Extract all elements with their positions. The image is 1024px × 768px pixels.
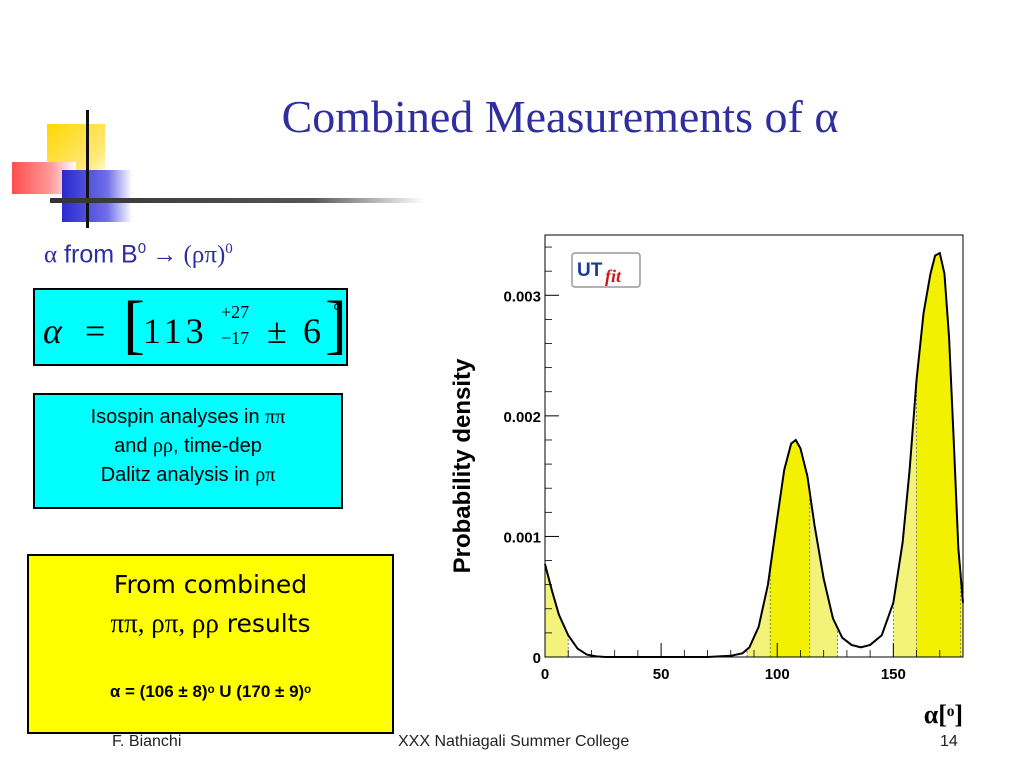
isospin-line-2: and ρρ, time-dep — [35, 432, 341, 461]
formula-alpha: α — [43, 311, 62, 351]
isospin-line-3: Dalitz analysis in ρπ — [35, 461, 341, 490]
y-tick-label-1: 0.001 — [503, 529, 541, 546]
isospin-line-1: Isospin analyses in ππ — [35, 403, 341, 432]
isospin-line3-text: Dalitz analysis in — [100, 464, 256, 486]
formula-systematic: 6 — [303, 311, 321, 351]
slide-title-text: Combined Measurements of — [281, 91, 815, 142]
subhead-close: ) — [216, 241, 226, 269]
combined-channels: ππ, ρπ, ρρ results — [29, 608, 392, 639]
isospin-line1-text: Isospin analyses in — [90, 406, 266, 428]
isospin-line2-symbol: ρρ — [153, 435, 173, 457]
formula-error-down: −17 — [221, 328, 250, 348]
subhead-sup: 0 — [137, 240, 147, 257]
formula-equals: = — [85, 311, 106, 351]
formula-degree: ° — [333, 298, 342, 323]
subheading: α from B0 → (ρπ)0 — [44, 240, 233, 269]
x-tick-label-0: 0 — [541, 666, 549, 683]
utfit-logo-fit: fit — [605, 266, 622, 286]
formula-box: α = [ 113 +27 −17 ± 6 ] ° — [33, 288, 348, 366]
footer-page-number: 14 — [940, 733, 958, 750]
x-axis-label: α[ᵒ] — [924, 700, 963, 729]
isospin-line3-symbol: ρπ — [255, 464, 276, 486]
subhead-sup2: 0 — [225, 241, 233, 257]
x-tick-label-3: 150 — [881, 666, 906, 683]
subhead-alpha: α — [44, 241, 58, 269]
formula-value: 113 — [143, 311, 208, 351]
subhead-rhopi: ρπ — [191, 241, 217, 269]
isospin-line1-symbol: ππ — [265, 406, 286, 428]
x-tick-label-2: 100 — [765, 666, 790, 683]
logo-vertical-line — [86, 110, 89, 228]
slide-title: Combined Measurements of α — [180, 90, 940, 143]
confidence-region-95-0 — [770, 439, 810, 657]
y-tick-label-2: 0.002 — [503, 409, 541, 426]
y-tick-label-0: 0 — [533, 650, 541, 667]
combined-result: α = (106 ± 8)ᵒ U (170 ± 9)ᵒ — [109, 682, 312, 701]
combined-channels-symbols: ππ, ρπ, ρρ — [110, 608, 219, 638]
x-tick-label-1: 50 — [653, 666, 670, 683]
formula-left-bracket: [ — [123, 288, 145, 361]
combined-channels-text: results — [218, 609, 311, 638]
formula-right-bracket: ] — [325, 288, 347, 361]
isospin-line2-pre: and — [114, 435, 154, 457]
isospin-box: Isospin analyses in ππ and ρρ, time-dep … — [33, 393, 343, 509]
formula-plus-minus: ± — [267, 311, 287, 351]
subhead-from: from B — [57, 240, 138, 269]
logo-blue-square — [62, 170, 132, 222]
formula-error-up: +27 — [221, 302, 250, 322]
utfit-logo-frame — [571, 252, 641, 288]
subhead-arrow: → ( — [146, 241, 192, 269]
combined-heading: From combined — [113, 570, 308, 599]
footer-author: F. Bianchi — [112, 733, 182, 750]
utfit-logo-ut: UT — [577, 260, 603, 281]
combined-results-box: From combined ππ, ρπ, ρρ results α = (10… — [27, 554, 394, 734]
title-divider — [50, 198, 424, 203]
footer-event: XXX Nathiagali Summer College — [398, 733, 630, 750]
y-axis-label: Probability density — [449, 358, 476, 573]
y-tick-label-3: 0.003 — [503, 288, 541, 305]
slide-title-symbol: α — [814, 91, 839, 142]
isospin-line2-post: , time-dep — [172, 435, 262, 457]
probability-density-chart: 0 0.001 0.002 0.003 0 50 100 150 Probability den… — [449, 234, 964, 729]
